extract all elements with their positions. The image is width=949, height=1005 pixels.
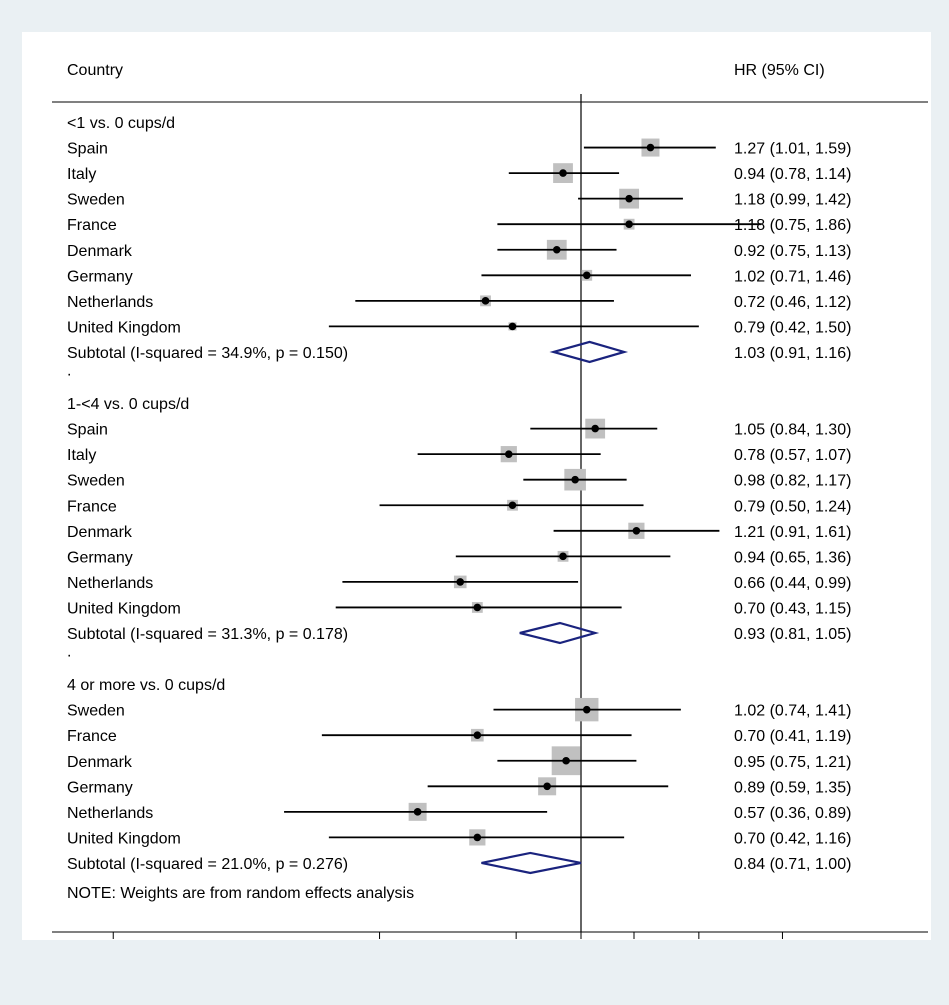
point-estimate <box>481 297 490 305</box>
point-estimate <box>632 527 641 535</box>
subtotal-value: 0.84 (0.71, 1.00) <box>734 856 851 873</box>
study-label: Sweden <box>67 703 125 720</box>
point-estimate <box>543 782 551 791</box>
subtotal-value: 0.93 (0.81, 1.05) <box>734 626 851 643</box>
point-estimate <box>473 603 482 612</box>
subtotal-diamond <box>481 851 582 875</box>
study-label: United Kingdom <box>67 319 181 336</box>
point-estimate <box>473 731 482 739</box>
hr-value: 1.02 (0.71, 1.46) <box>734 268 851 285</box>
subtotal-label: Subtotal (I-squared = 34.9%, p = 0.150) <box>67 345 348 362</box>
point-estimate <box>473 833 482 842</box>
point-estimate <box>508 501 517 510</box>
plot-panel: Country HR (95% CI) <1 vs. 0 cups/d Spain… <box>22 32 931 940</box>
study-label: Denmark <box>67 754 133 771</box>
subtotal-label: Subtotal (I-squared = 31.3%, p = 0.178) <box>67 626 348 643</box>
weights-note: NOTE: Weights are from random effects an… <box>67 885 414 902</box>
study-label: Spain <box>67 422 108 439</box>
study-label: Netherlands <box>67 575 153 592</box>
subtotal-diamond <box>549 340 629 364</box>
spacer-mark: . <box>67 644 71 661</box>
hr-value: 1.27 (1.01, 1.59) <box>734 141 851 158</box>
hr-value: 0.89 (0.59, 1.35) <box>734 779 851 796</box>
study-label: Denmark <box>67 243 133 260</box>
hr-value: 0.95 (0.75, 1.21) <box>734 754 851 771</box>
group-label: 1-<4 vs. 0 cups/d <box>67 396 189 413</box>
hr-value: 0.70 (0.42, 1.16) <box>734 830 851 847</box>
header-country: Country <box>67 62 123 79</box>
point-estimate <box>625 194 633 203</box>
study-label: Sweden <box>67 192 125 209</box>
hr-value: 1.18 (0.75, 1.86) <box>734 217 851 234</box>
hr-value: 0.79 (0.50, 1.24) <box>734 498 851 515</box>
point-estimate <box>571 475 579 484</box>
point-estimate <box>625 220 633 228</box>
spacer-mark: . <box>67 363 71 380</box>
point-estimate <box>504 450 513 458</box>
study-label: United Kingdom <box>67 830 181 847</box>
point-estimate <box>559 169 567 177</box>
study-label: Italy <box>67 447 96 464</box>
hr-value: 1.21 (0.91, 1.61) <box>734 524 851 541</box>
hr-value: 0.78 (0.57, 1.07) <box>734 447 851 464</box>
hr-value: 1.02 (0.74, 1.41) <box>734 703 851 720</box>
subtotal-label: Subtotal (I-squared = 21.0%, p = 0.276) <box>67 856 348 873</box>
forest-plot: Country HR (95% CI) <1 vs. 0 cups/d Spain… <box>52 62 928 939</box>
study-label: Netherlands <box>67 805 153 822</box>
study-label: Germany <box>67 779 133 796</box>
study-label: France <box>67 498 117 515</box>
subtotal-diamond <box>519 621 600 645</box>
hr-value: 1.05 (0.84, 1.30) <box>734 422 851 439</box>
hr-value: 0.72 (0.46, 1.12) <box>734 294 851 311</box>
point-estimate <box>591 424 599 433</box>
header-hr: HR (95% CI) <box>734 62 825 79</box>
study-label: France <box>67 728 117 745</box>
hr-value: 0.92 (0.75, 1.13) <box>734 243 851 260</box>
point-estimate <box>413 808 422 816</box>
study-label: United Kingdom <box>67 600 181 617</box>
hr-value: 0.70 (0.41, 1.19) <box>734 728 851 745</box>
group-label: 4 or more vs. 0 cups/d <box>67 677 225 694</box>
rows-layer: <1 vs. 0 cups/d Spain 1.27 (1.01, 1.59) Ita… <box>67 115 851 875</box>
study-label: Germany <box>67 549 133 566</box>
group-label: <1 vs. 0 cups/d <box>67 115 175 132</box>
point-estimate <box>582 271 591 280</box>
hr-value: 0.94 (0.65, 1.36) <box>734 549 851 566</box>
hr-value: 0.98 (0.82, 1.17) <box>734 473 851 490</box>
hr-value: 0.70 (0.43, 1.15) <box>734 600 851 617</box>
study-label: Denmark <box>67 524 133 541</box>
point-estimate <box>456 578 465 586</box>
study-label: Italy <box>67 166 96 183</box>
point-estimate <box>562 756 570 765</box>
study-label: France <box>67 217 117 234</box>
point-estimate <box>646 143 655 152</box>
point-estimate <box>508 322 517 331</box>
study-label: Netherlands <box>67 294 153 311</box>
hr-value: 1.18 (0.99, 1.42) <box>734 192 851 209</box>
hr-value: 0.66 (0.44, 0.99) <box>734 575 851 592</box>
subtotal-value: 1.03 (0.91, 1.16) <box>734 345 851 362</box>
study-label: Germany <box>67 268 133 285</box>
study-label: Sweden <box>67 473 125 490</box>
hr-value: 0.79 (0.42, 1.50) <box>734 319 851 336</box>
point-estimate <box>582 705 591 714</box>
study-label: Spain <box>67 141 108 158</box>
hr-value: 0.57 (0.36, 0.89) <box>734 805 851 822</box>
x-axis: .2.5.811.21.52 <box>112 932 783 939</box>
hr-value: 0.94 (0.78, 1.14) <box>734 166 851 183</box>
point-estimate <box>559 552 567 561</box>
point-estimate <box>552 245 561 254</box>
